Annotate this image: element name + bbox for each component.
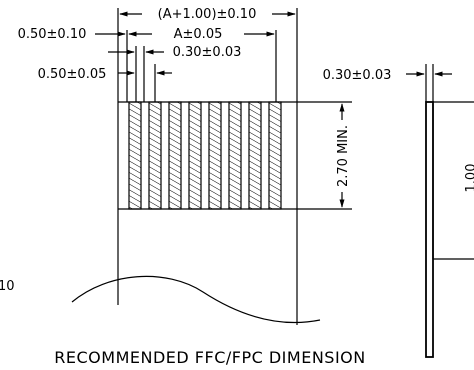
edge-margin-label: 0.50±0.10 (18, 27, 87, 42)
contact-finger (268, 101, 282, 210)
side-height-label: 1.00 (464, 164, 474, 193)
contact-length-dimension: 2.70 MIN. (297, 101, 352, 210)
contact-finger (208, 101, 222, 210)
finger-width-label: 0.30±0.03 (173, 45, 242, 60)
contact-finger (128, 101, 142, 210)
left-edge-label: 10 (0, 279, 15, 294)
contact-finger (248, 101, 262, 210)
overall-pitch-label: (A+1.00)±0.10 (158, 7, 257, 22)
side-thickness-label: 0.30±0.03 (323, 68, 392, 83)
side-view: 0.30±0.03 1.00 (323, 64, 474, 358)
cable-body (71, 101, 321, 325)
contact-finger (148, 101, 162, 210)
top-dimensions: (A+1.00)±0.10 0.50±0.10 A±0.05 0.30±0.03… (18, 7, 298, 102)
contact-finger (188, 101, 202, 210)
drawing-caption: RECOMMENDED FFC/FPC DIMENSION (54, 348, 365, 367)
contact-length-label: 2.70 MIN. (336, 125, 351, 187)
contact-fingers (128, 101, 282, 210)
contact-finger (168, 101, 182, 210)
contact-finger (228, 101, 242, 210)
pitch-label: 0.50±0.05 (38, 67, 107, 82)
finger-span-label: A±0.05 (174, 27, 223, 42)
